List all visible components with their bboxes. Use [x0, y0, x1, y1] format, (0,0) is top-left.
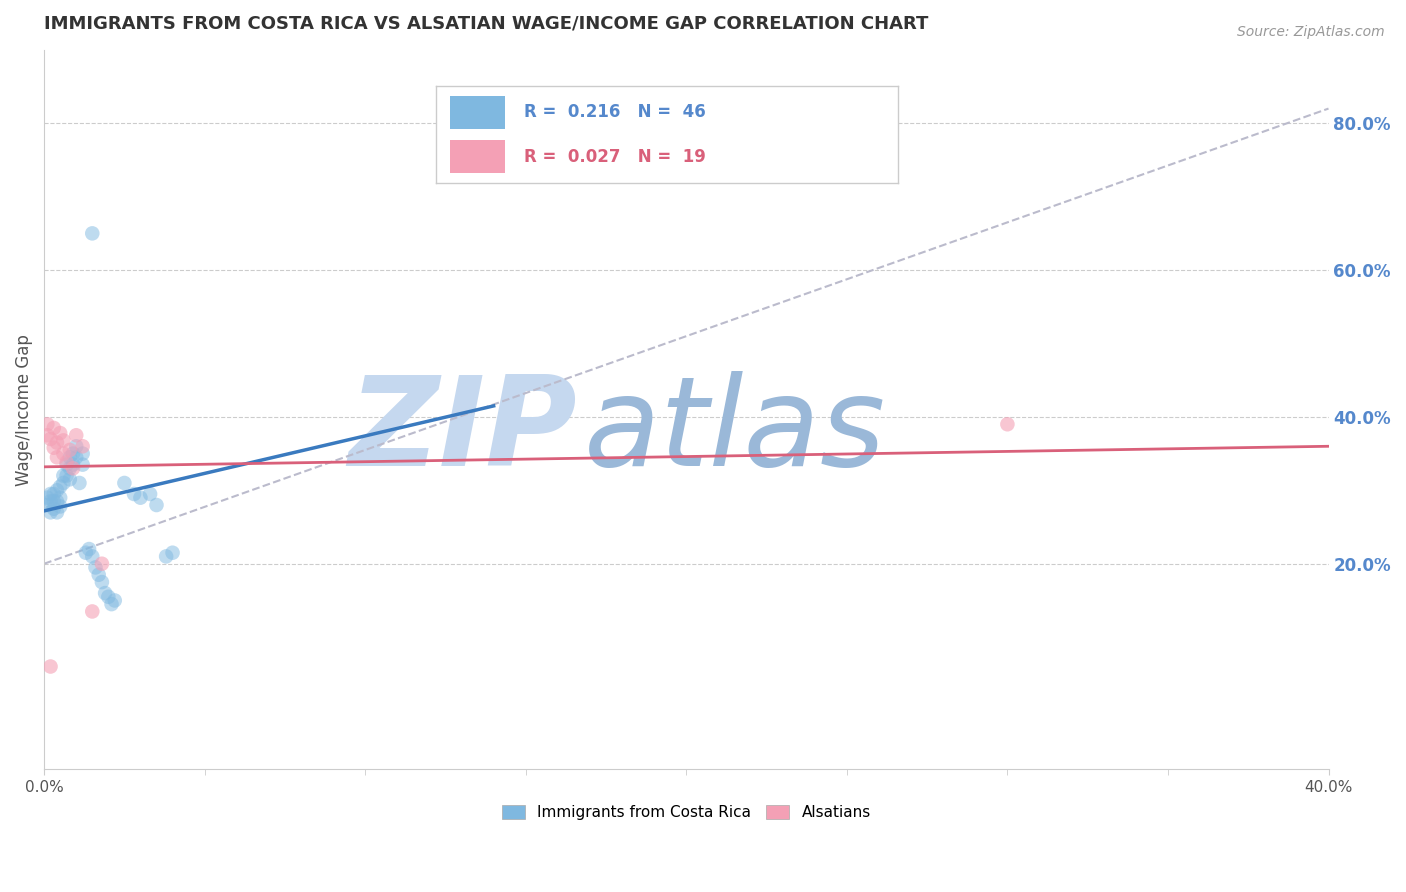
Point: [39, 505, 62, 519]
Point: [72, 439, 94, 453]
Point: [42, 421, 65, 435]
Point: [129, 491, 152, 505]
Point: [37, 491, 59, 505]
Point: [90, 557, 112, 571]
Point: [112, 475, 135, 490]
Point: [162, 546, 184, 560]
Point: [59, 472, 82, 486]
Point: [55, 468, 77, 483]
Text: IMMIGRANTS FROM COSTA RICA VS ALSATIAN WAGE/INCOME GAP CORRELATION CHART: IMMIGRANTS FROM COSTA RICA VS ALSATIAN W…: [44, 15, 928, 33]
Point: [90, 575, 112, 590]
Point: [46, 483, 69, 498]
Point: [55, 455, 77, 469]
Point: [84, 560, 107, 574]
Text: ZIP: ZIP: [349, 371, 576, 491]
Point: [52, 475, 75, 490]
Point: [65, 450, 87, 465]
Point: [42, 501, 65, 516]
Point: [65, 428, 87, 442]
Point: [155, 549, 177, 564]
Point: [67, 475, 90, 490]
Point: [139, 487, 162, 501]
Point: [39, 494, 62, 508]
Point: [46, 450, 69, 465]
Y-axis label: Wage/Income Gap: Wage/Income Gap: [15, 334, 32, 485]
Text: Source: ZipAtlas.com: Source: ZipAtlas.com: [1237, 25, 1385, 39]
Point: [72, 447, 94, 461]
Point: [75, 546, 97, 560]
Point: [39, 487, 62, 501]
Legend: Immigrants from Costa Rica, Alsatians: Immigrants from Costa Rica, Alsatians: [496, 799, 877, 826]
Point: [49, 491, 72, 505]
Point: [65, 439, 87, 453]
Point: [52, 434, 75, 448]
Point: [122, 487, 145, 501]
Point: [62, 447, 84, 461]
Point: [100, 597, 122, 611]
Point: [49, 425, 72, 440]
Point: [59, 442, 82, 457]
Point: [94, 586, 117, 600]
Point: [82, 549, 104, 564]
Point: [62, 461, 84, 475]
Point: [46, 494, 69, 508]
Point: [46, 435, 69, 450]
Text: atlas: atlas: [583, 371, 886, 491]
Point: [52, 447, 75, 461]
Point: [97, 590, 120, 604]
Point: [52, 468, 75, 483]
Point: [37, 428, 59, 442]
Point: [82, 227, 104, 241]
Point: [42, 494, 65, 508]
Point: [77, 542, 100, 557]
Point: [59, 450, 82, 465]
Point: [104, 593, 127, 607]
Point: [55, 458, 77, 472]
Point: [42, 487, 65, 501]
Point: [59, 461, 82, 475]
Point: [145, 498, 167, 512]
Point: [39, 432, 62, 446]
Point: [46, 505, 69, 519]
Point: [49, 480, 72, 494]
Point: [72, 458, 94, 472]
Point: [49, 500, 72, 514]
Point: [37, 417, 59, 432]
Point: [37, 498, 59, 512]
Point: [82, 604, 104, 618]
Point: [39, 659, 62, 673]
Point: [42, 441, 65, 455]
Point: [997, 417, 1019, 432]
Point: [87, 567, 110, 582]
Point: [62, 458, 84, 472]
